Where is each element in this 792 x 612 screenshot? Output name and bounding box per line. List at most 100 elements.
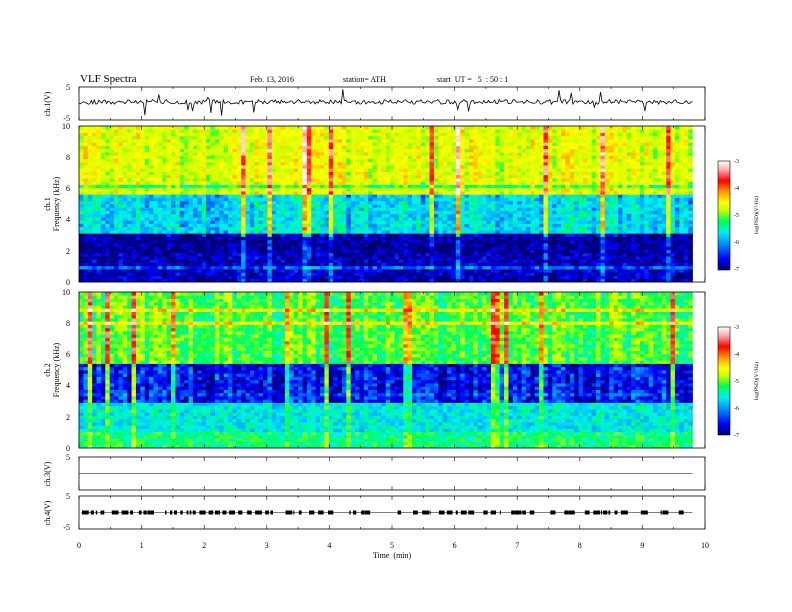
ch1-spectrogram-cell <box>451 265 457 270</box>
ch1-spectrogram-cell <box>166 265 172 270</box>
ch1-spectrogram-cell <box>109 236 115 241</box>
ch1-spectrogram-cell <box>425 262 430 267</box>
ch1-spectrogram-cell <box>236 256 242 260</box>
ch1-spectrogram-cell <box>490 226 496 231</box>
ch1-spectrogram-cell <box>648 204 654 208</box>
ch1-spectrogram-cell <box>122 184 128 189</box>
ch1-spectrogram-cell <box>635 243 641 247</box>
ch1-spectrogram-cell <box>245 272 251 276</box>
ch1-spectrogram-cell <box>219 226 224 231</box>
ch1-spectrogram-cell <box>254 178 260 182</box>
ch1-spectrogram-cell <box>473 265 479 270</box>
ch1-spectrogram-cell <box>135 181 141 185</box>
ch1-spectrogram-cell <box>495 262 501 267</box>
ch1-spectrogram-cell <box>613 226 619 231</box>
ch1-spectrogram-cell <box>293 272 299 276</box>
ch1-spectrogram-cell <box>582 181 588 185</box>
ch1-spectrogram-cell <box>609 184 614 189</box>
ch1-spectrogram-cell <box>512 265 518 270</box>
ch1-spectrogram-cell <box>341 213 347 218</box>
ch1-spectrogram-cell <box>385 246 391 250</box>
ch1-spectrogram-cell <box>337 213 343 218</box>
ch1-spectrogram-cell <box>473 220 479 224</box>
ch1-spectrogram-cell <box>140 275 146 280</box>
ch1-spectrogram-cell <box>490 278 496 283</box>
ch1-spectrogram-cell <box>639 233 645 237</box>
ch1-spectrogram-cell <box>206 230 211 234</box>
ch1-spectrogram-cell <box>543 217 549 221</box>
ch1-spectrogram-cell <box>109 230 115 234</box>
ch1-spectrogram-cell <box>153 262 159 267</box>
ch1-spectrogram-cell <box>341 269 347 273</box>
ch1-spectrogram-cell <box>653 259 658 263</box>
ch1-spectrogram-cell <box>517 249 522 254</box>
ch1-spectrogram-cell <box>504 210 509 215</box>
ch1-spectrogram-cell <box>149 233 154 237</box>
ch1-spectrogram-cell <box>412 272 417 276</box>
ch1-spectrogram-cell <box>254 278 260 283</box>
ch1-spectrogram-cell <box>425 269 430 273</box>
ch1-spectrogram-cell <box>157 207 163 211</box>
ch1-spectrogram-cell <box>192 249 198 254</box>
ch1-spectrogram-cell <box>447 275 452 280</box>
ch1-spectrogram-cell <box>477 236 483 241</box>
ch1-spectrogram-cell <box>223 184 229 189</box>
ch1-spectrogram-cell <box>293 194 299 198</box>
ch1-spectrogram-cell <box>666 220 671 224</box>
ch1-spectrogram-cell <box>328 265 334 270</box>
ch1-spectrogram-cell <box>556 171 562 176</box>
ch1-spectrogram-cell <box>661 168 667 172</box>
ch1-spectrogram-cell <box>512 239 518 244</box>
ch1-spectrogram-cell <box>157 275 163 280</box>
ch1-spectrogram-cell <box>438 194 444 198</box>
ch1-spectrogram-cell <box>328 269 334 273</box>
ch1-spectrogram-cell <box>337 230 343 234</box>
ch1-spectrogram-cell <box>661 262 667 267</box>
ch1-spectrogram-cell <box>333 204 338 208</box>
ch1-spectrogram-cell <box>504 265 509 270</box>
ch1-spectrogram-cell <box>302 243 308 247</box>
ch1-spectrogram-cell <box>96 174 102 179</box>
ch1-spectrogram-cell <box>258 275 264 280</box>
ch1-spectrogram-cell <box>622 230 628 234</box>
ch1-spectrogram-cell <box>412 171 417 176</box>
ch1-spectrogram-cell <box>363 220 369 224</box>
ch1-spectrogram-cell <box>144 184 150 189</box>
ch1-spectrogram-cell <box>486 249 492 254</box>
ch1-spectrogram-cell <box>604 207 610 211</box>
ch1-spectrogram-cell <box>543 262 549 267</box>
ch1-spectrogram-cell <box>447 194 452 198</box>
ch1-spectrogram-cell <box>184 265 189 270</box>
ch1-spectrogram-cell <box>109 278 115 283</box>
ch1-spectrogram-cell <box>653 174 658 179</box>
ch1-spectrogram-cell <box>631 236 636 241</box>
ch1-spectrogram-cell <box>328 178 334 182</box>
ch1-spectrogram-cell <box>499 265 505 270</box>
ch1-spectrogram-cell <box>311 213 317 218</box>
ch1-spectrogram-cell <box>140 243 146 247</box>
ch1-spectrogram-cell <box>267 207 273 211</box>
ch1-spectrogram-cell <box>442 187 448 192</box>
ch1-spectrogram-cell <box>390 197 395 202</box>
ch1-spectrogram-cell <box>460 243 466 247</box>
ch1-spectrogram-cell <box>157 184 163 189</box>
ch1-spectrogram-cell <box>122 230 128 234</box>
ch1-spectrogram-cell <box>648 220 654 224</box>
ch1-spectrogram-cell <box>486 187 492 192</box>
ch1-spectrogram-cell <box>674 174 680 179</box>
ch1-spectrogram-cell <box>539 181 544 185</box>
ch1-spectrogram-cell <box>376 174 382 179</box>
ch1-spectrogram-cell <box>556 191 562 195</box>
ch1-spectrogram-cell <box>157 252 163 257</box>
ch1-spectrogram-cell <box>653 236 658 241</box>
ch1-spectrogram-cell <box>201 233 207 237</box>
ch1-spectrogram-cell <box>613 252 619 257</box>
ch1-spectrogram-cell <box>87 230 93 234</box>
ch1-spectrogram-cell <box>403 171 409 176</box>
ch1-spectrogram-cell <box>245 256 251 260</box>
ch1-spectrogram-cell <box>210 210 216 215</box>
ch1-spectrogram-cell <box>666 217 671 221</box>
ch1-spectrogram-cell <box>175 184 181 189</box>
ch1-spectrogram-cell <box>534 223 540 228</box>
ch1-spectrogram-cell <box>512 233 518 237</box>
